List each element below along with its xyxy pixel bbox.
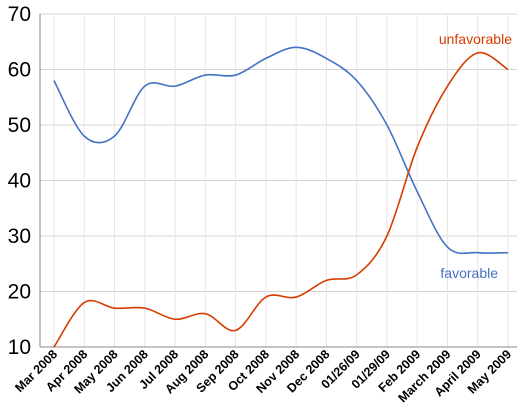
- y-tick-labels: 10 20 30 40 50 60 70: [8, 3, 31, 359]
- gridlines: [40, 13, 517, 348]
- y-tick-label: 60: [8, 59, 31, 82]
- series-line-unfavorable: [53, 51, 509, 348]
- y-tick-label: 50: [8, 114, 31, 137]
- y-tick-label: 70: [8, 3, 31, 26]
- axes: [39, 14, 517, 348]
- series-line-favorable: [53, 46, 509, 255]
- series-label-unfavorable: unfavorable: [439, 31, 512, 47]
- series-label-favorable: favorable: [440, 265, 498, 281]
- y-tick-label: 40: [8, 170, 31, 193]
- y-tick-label: 10: [8, 336, 31, 359]
- series-lines: [53, 46, 509, 348]
- y-tick-label: 20: [8, 281, 31, 304]
- y-tick-label: 30: [8, 225, 31, 248]
